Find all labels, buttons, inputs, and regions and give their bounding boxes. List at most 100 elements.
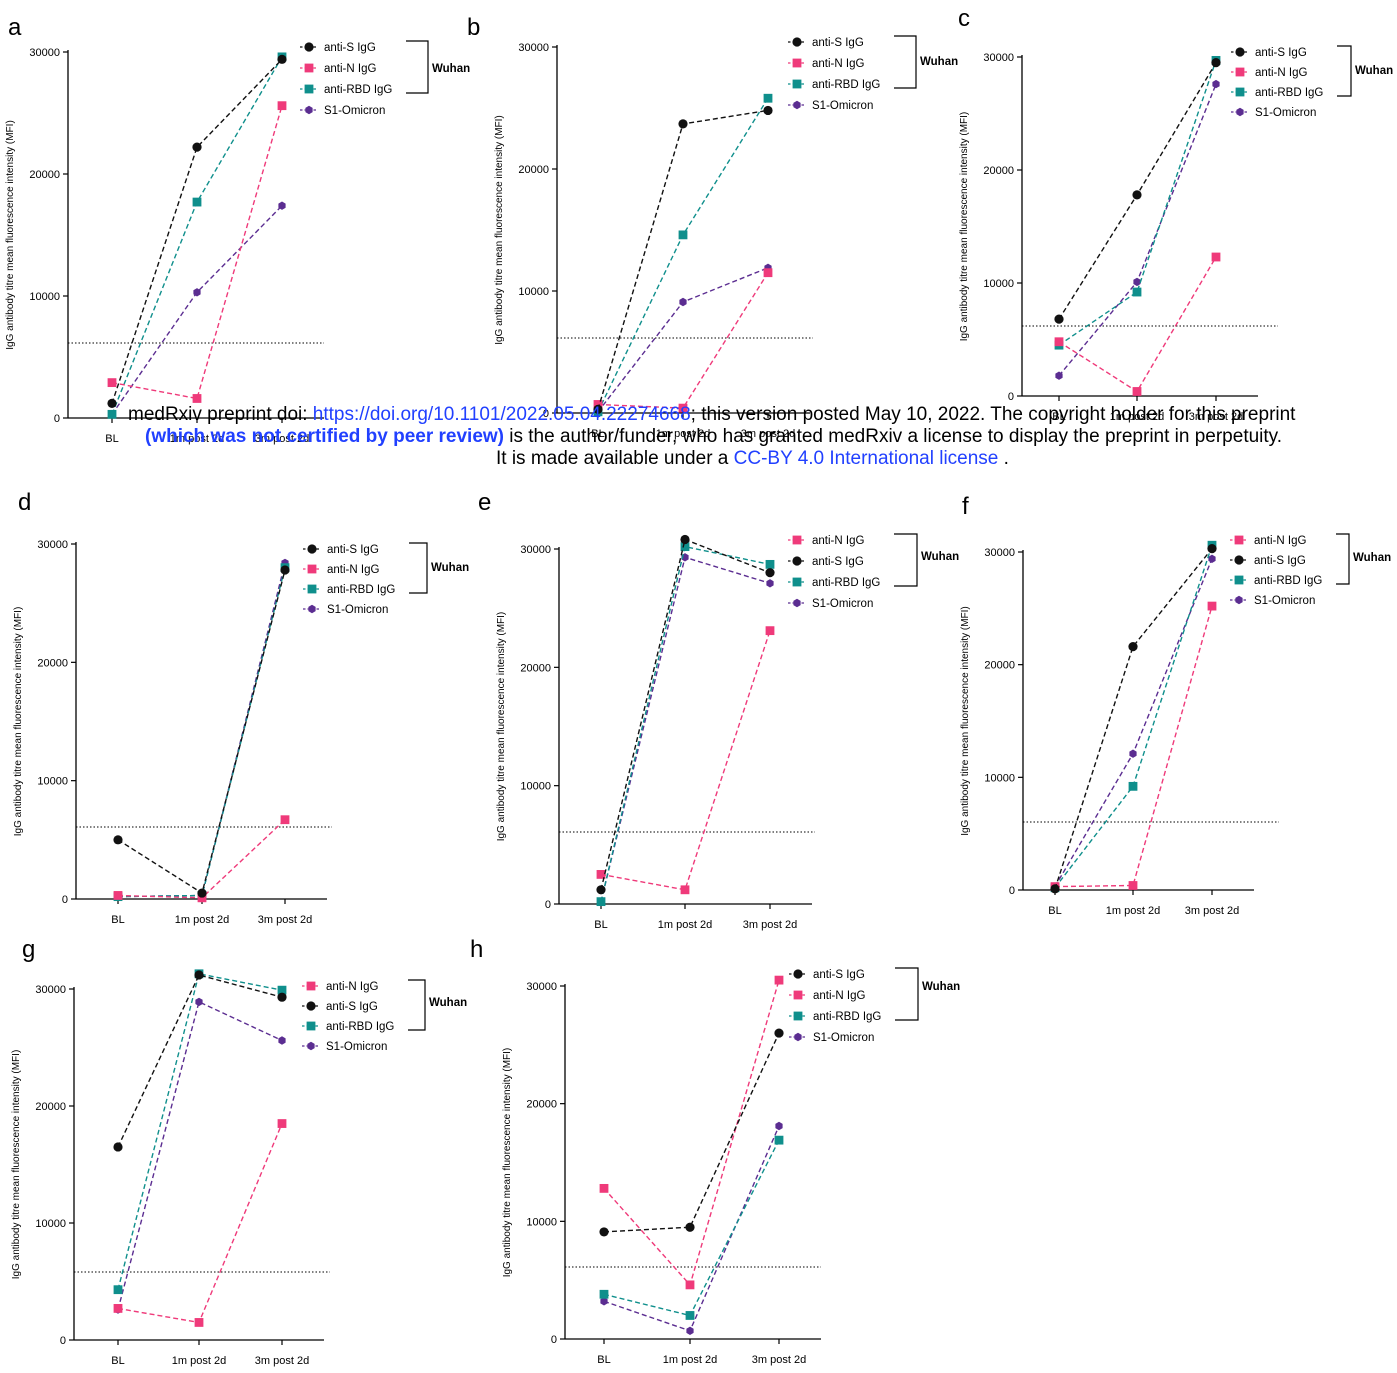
series-line-anti-rbd-igg <box>111 56 283 415</box>
data-point-anti-rbd-igg <box>599 1289 609 1299</box>
series-anti-s-igg <box>1050 544 1217 894</box>
data-point-anti-s-igg <box>113 1142 123 1152</box>
watermark-available-under: It is made available under a <box>496 448 734 469</box>
data-point-anti-n-igg <box>680 885 690 895</box>
data-point-anti-n-igg <box>1128 881 1138 890</box>
series-line-anti-s-igg <box>603 1032 780 1233</box>
data-point-s1-omicron <box>1133 277 1141 287</box>
x-tick-label: 1m post 2d <box>1106 905 1160 917</box>
x-tick-label: BL <box>591 428 604 440</box>
legend-item-s1-omicron: S1-Omicron <box>789 1032 874 1044</box>
data-point-anti-rbd-igg <box>192 197 202 207</box>
data-point-anti-s-igg <box>678 119 688 129</box>
data-point-anti-n-igg <box>192 394 202 403</box>
legend-marker-s1-omicron <box>1236 107 1244 117</box>
legend-label: anti-N IgG <box>324 63 376 75</box>
data-point-anti-n-igg <box>280 815 290 825</box>
wuhan-bracket <box>894 533 918 587</box>
legend-label: anti-N IgG <box>327 564 379 576</box>
legend-label: anti-N IgG <box>326 981 378 993</box>
y-tick-label: 30000 <box>35 984 66 996</box>
data-point-anti-s-igg <box>765 568 775 578</box>
legend-label: S1-Omicron <box>327 604 388 616</box>
series-anti-rbd-igg <box>593 93 773 417</box>
series-s1-omicron <box>1055 79 1220 380</box>
series-line-s1-omicron <box>111 205 283 415</box>
panel-letter: d <box>18 489 31 516</box>
data-point-s1-omicron <box>600 1297 608 1306</box>
data-point-anti-n-igg <box>763 268 773 278</box>
legend-label: anti-S IgG <box>812 556 864 568</box>
legend-label: anti-S IgG <box>324 42 376 54</box>
y-tick-label: 30000 <box>29 47 60 59</box>
legend-item-anti-n-igg: anti-N IgG <box>302 981 378 993</box>
x-tick-label: 3m post 2d <box>752 1354 806 1366</box>
x-tick-label: 3m post 2d <box>1189 411 1243 423</box>
series-line-anti-n-igg <box>111 105 283 400</box>
legend-marker-anti-s-igg <box>304 42 314 52</box>
legend-label: anti-RBD IgG <box>1254 575 1322 587</box>
data-point-anti-rbd-igg <box>107 409 117 419</box>
x-tick-label: BL <box>597 1354 610 1366</box>
wuhan-bracket <box>895 967 919 1021</box>
data-point-anti-rbd-igg <box>680 542 690 552</box>
legend-item-anti-s-igg: anti-S IgG <box>1230 555 1306 567</box>
legend-item-s1-omicron: S1-Omicron <box>303 604 388 616</box>
legend-item-anti-s-igg: anti-S IgG <box>788 37 864 49</box>
series-anti-rbd-igg <box>113 969 287 1295</box>
watermark-prefix: medRxiv preprint doi: <box>128 404 313 425</box>
series-s1-omicron <box>1051 554 1216 891</box>
data-point-anti-rbd-igg <box>678 230 688 240</box>
panel-letter: b <box>467 14 480 41</box>
x-tick-label: BL <box>105 433 118 445</box>
data-point-s1-omicron <box>278 201 286 210</box>
data-point-anti-s-igg <box>596 885 606 895</box>
y-tick-label: 10000 <box>35 1218 66 1230</box>
watermark-doi-link[interactable]: https://doi.org/10.1101/2022.05.04.22274… <box>312 404 691 425</box>
legend-item-anti-s-igg: anti-S IgG <box>302 1001 378 1013</box>
data-point-anti-rbd-igg <box>596 897 606 907</box>
legend-label: S1-Omicron <box>326 1041 387 1053</box>
x-tick-label: 3m post 2d <box>258 914 312 926</box>
y-axis-label: IgG antibody titre mean fluorescence int… <box>5 120 16 350</box>
legend-item-anti-s-igg: anti-S IgG <box>789 969 865 981</box>
x-tick-label: 3m post 2d <box>255 433 309 445</box>
data-point-anti-s-igg <box>194 970 204 980</box>
series-anti-s-igg <box>599 1028 784 1237</box>
y-tick-label: 0 <box>62 894 68 906</box>
data-point-anti-n-igg <box>1054 337 1064 347</box>
data-point-anti-rbd-igg <box>685 1311 695 1320</box>
data-point-anti-rbd-igg <box>763 93 773 103</box>
watermark-license-link[interactable]: CC-BY 4.0 International license <box>733 448 999 469</box>
wuhan-bracket <box>1337 45 1352 97</box>
series-line-anti-s-igg <box>597 109 769 410</box>
series-anti-s-igg <box>113 565 290 898</box>
legend: anti-S IgG anti-N IgG anti-RBD IgG S1-Omicr… <box>789 969 881 1044</box>
legend-marker-anti-s-igg <box>1234 555 1244 565</box>
data-point-anti-rbd-igg <box>1132 287 1142 297</box>
y-tick-label: 30000 <box>520 544 551 556</box>
legend-item-anti-rbd-igg: anti-RBD IgG <box>788 79 880 91</box>
legend-item-anti-rbd-igg: anti-RBD IgG <box>303 584 395 596</box>
data-point-anti-n-igg <box>107 378 117 388</box>
wuhan-bracket-label: Wuhan <box>432 63 470 75</box>
series-s1-omicron <box>597 553 774 906</box>
x-tick-label: 1m post 2d <box>175 914 229 926</box>
series-anti-rbd-igg <box>1050 540 1217 893</box>
series-anti-n-igg <box>113 1119 287 1327</box>
y-tick-label: 10000 <box>526 1216 557 1228</box>
legend-item-anti-s-igg: anti-S IgG <box>300 42 376 54</box>
wuhan-bracket <box>408 979 426 1031</box>
wuhan-bracket-label: Wuhan <box>1355 65 1393 77</box>
legend-marker-anti-rbd-igg <box>307 584 317 594</box>
legend-label: anti-S IgG <box>1255 47 1307 59</box>
legend-marker-s1-omicron <box>793 100 801 110</box>
wuhan-bracket-label: Wuhan <box>922 981 960 993</box>
legend-marker-anti-n-igg <box>1234 535 1244 545</box>
legend-label: anti-RBD IgG <box>1255 87 1323 99</box>
wuhan-bracket <box>406 40 429 94</box>
y-tick-label: 20000 <box>983 165 1014 177</box>
data-point-s1-omicron <box>193 288 201 297</box>
legend: anti-N IgG anti-S IgG anti-RBD IgG S1-Omicr… <box>302 981 394 1053</box>
legend-marker-anti-s-igg <box>793 969 803 979</box>
